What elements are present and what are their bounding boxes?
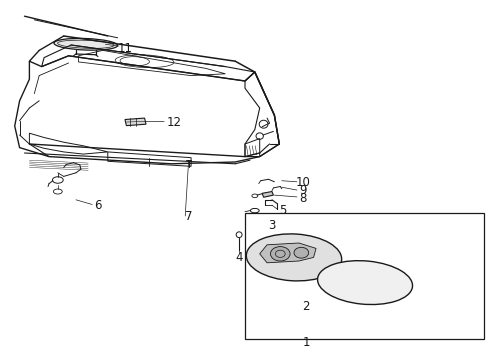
Text: 9: 9 bbox=[299, 184, 307, 197]
Circle shape bbox=[270, 247, 290, 261]
Text: 7: 7 bbox=[185, 210, 193, 223]
Polygon shape bbox=[245, 213, 484, 339]
Text: 5: 5 bbox=[279, 204, 287, 217]
Text: 1: 1 bbox=[302, 336, 310, 349]
Polygon shape bbox=[260, 243, 316, 263]
Ellipse shape bbox=[318, 261, 413, 305]
Polygon shape bbox=[262, 192, 273, 197]
Text: 6: 6 bbox=[94, 199, 102, 212]
Circle shape bbox=[294, 247, 309, 258]
Text: 8: 8 bbox=[299, 192, 307, 204]
Text: 10: 10 bbox=[295, 176, 310, 189]
Polygon shape bbox=[125, 118, 146, 126]
Ellipse shape bbox=[54, 39, 118, 50]
Text: 3: 3 bbox=[268, 219, 276, 231]
Text: 11: 11 bbox=[118, 42, 132, 55]
Ellipse shape bbox=[246, 234, 342, 281]
Text: 2: 2 bbox=[302, 300, 310, 313]
Text: 4: 4 bbox=[235, 251, 243, 264]
Text: 12: 12 bbox=[167, 116, 181, 129]
